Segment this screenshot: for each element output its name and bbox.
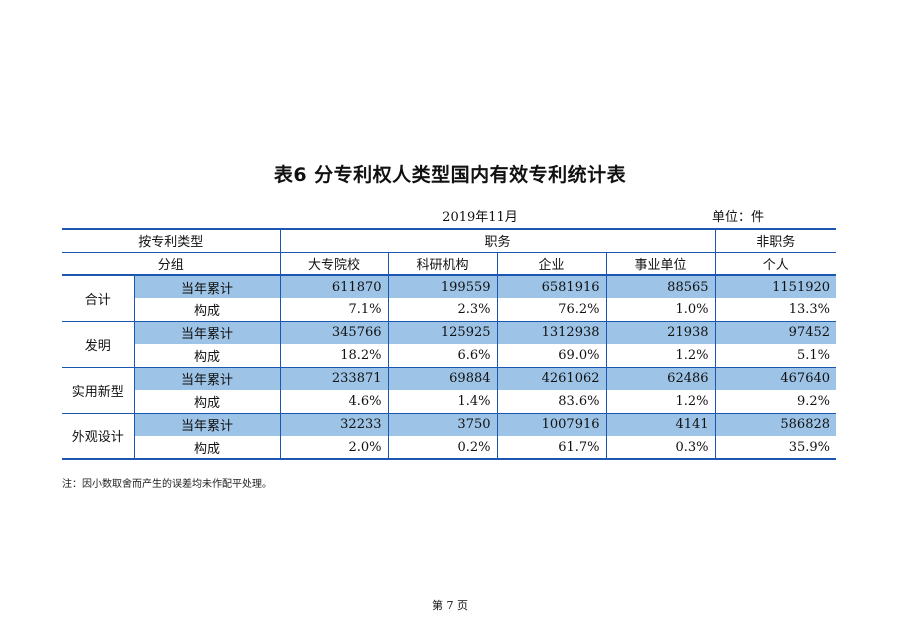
table-row: 构成 2.0% 0.2% 61.7% 0.3% 35.9% [62,436,837,459]
table-cell: 586828 [715,413,837,436]
table-cell: 2.3% [388,298,498,322]
table-cell: 6581916 [497,275,607,298]
header-non-duty: 非职务 [715,229,837,253]
table-cell: 4261062 [497,367,607,390]
table-cell: 21938 [606,321,716,344]
table-row: 发明 当年累计 345766 125925 1312938 21938 9745… [62,321,837,368]
header-row-1: 按专利类型 职务 非职务 [62,229,837,253]
table-cell: 88565 [606,275,716,298]
table-cell: 3750 [388,413,498,436]
category-label: 实用新型 [62,367,135,414]
table-cell: 1.2% [606,344,716,368]
table-row: 合计 当年累计 611870 199559 6581916 88565 1151… [62,275,837,322]
table-row: 外观设计 当年累计 32233 3750 1007916 4141 586828 [62,413,837,460]
patent-stats-table: 按专利类型 职务 非职务 分组 大专院校 科研机构 企业 事业单位 个人 合计 … [62,228,837,460]
table-cell: 9.2% [715,390,837,414]
table-cell: 1007916 [497,413,607,436]
row-label: 构成 [134,390,281,414]
table-cell: 83.6% [497,390,607,414]
table-cell: 1312938 [497,321,607,344]
table-cell: 32233 [280,413,389,436]
table-cell: 69.0% [497,344,607,368]
table-cell: 4141 [606,413,716,436]
table-row: 构成 7.1% 2.3% 76.2% 1.0% 13.3% [62,298,837,322]
table-cell: 7.1% [280,298,389,322]
table-cell: 2.0% [280,436,389,459]
header-row-2: 分组 大专院校 科研机构 企业 事业单位 个人 [62,252,837,276]
table-cell: 1.4% [388,390,498,414]
table-row: 构成 18.2% 6.6% 69.0% 1.2% 5.1% [62,344,837,368]
col-individual: 个人 [715,252,837,276]
col-enterprise: 企业 [497,252,607,276]
col-public-institution: 事业单位 [606,252,716,276]
table-cell: 611870 [280,275,389,298]
table-cell: 0.2% [388,436,498,459]
table-row: 构成 4.6% 1.4% 83.6% 1.2% 9.2% [62,390,837,414]
unit-label: 单位：件 [712,210,765,225]
table-cell: 62486 [606,367,716,390]
header-duty: 职务 [280,229,716,253]
row-label: 构成 [134,344,281,368]
footnote: 注：因小数取舍而产生的误差均未作配平处理。 [62,479,272,490]
header-group: 分组 [62,252,281,276]
table-cell: 345766 [280,321,389,344]
table-cell: 35.9% [788,439,831,455]
table-cell: 125925 [388,321,498,344]
table-cell: 467640 [715,367,837,390]
table-cell: 0.3% [606,436,716,459]
table-cell: 233871 [280,367,389,390]
table-row: 实用新型 当年累计 233871 69884 4261062 62486 467… [62,367,837,414]
table-cell: 4.6% [280,390,389,414]
row-label: 构成 [134,298,281,322]
report-date: 2019年11月 [442,210,518,225]
header-by-type: 按专利类型 [62,229,281,253]
row-label: 当年累计 [134,367,281,390]
table-cell: 18.2% [280,344,389,368]
category-label: 发明 [62,321,135,368]
row-label: 构成 [134,436,281,459]
page-number: 第 7 页 [432,599,468,612]
table-cell: 1.2% [606,390,716,414]
table-cell: 6.6% [388,344,498,368]
table-cell: 61.7% [497,436,607,459]
table-cell: 76.2% [497,298,607,322]
row-label: 当年累计 [134,413,281,436]
category-label: 合计 [62,275,135,322]
table-cell: 1.0% [606,298,716,322]
category-label: 外观设计 [62,413,135,460]
table-cell: 69884 [388,367,498,390]
table-cell: 5.1% [715,344,837,368]
row-label: 当年累计 [134,321,281,344]
table-cell: 1151920 [715,275,837,298]
col-research-institute: 科研机构 [388,252,498,276]
table-cell: 199559 [388,275,498,298]
row-label: 当年累计 [134,275,281,298]
table-cell: 13.3% [715,298,837,322]
col-university: 大专院校 [280,252,389,276]
table-cell: 97452 [715,321,837,344]
page-title: 表6 分专利权人类型国内有效专利统计表 [273,164,627,186]
